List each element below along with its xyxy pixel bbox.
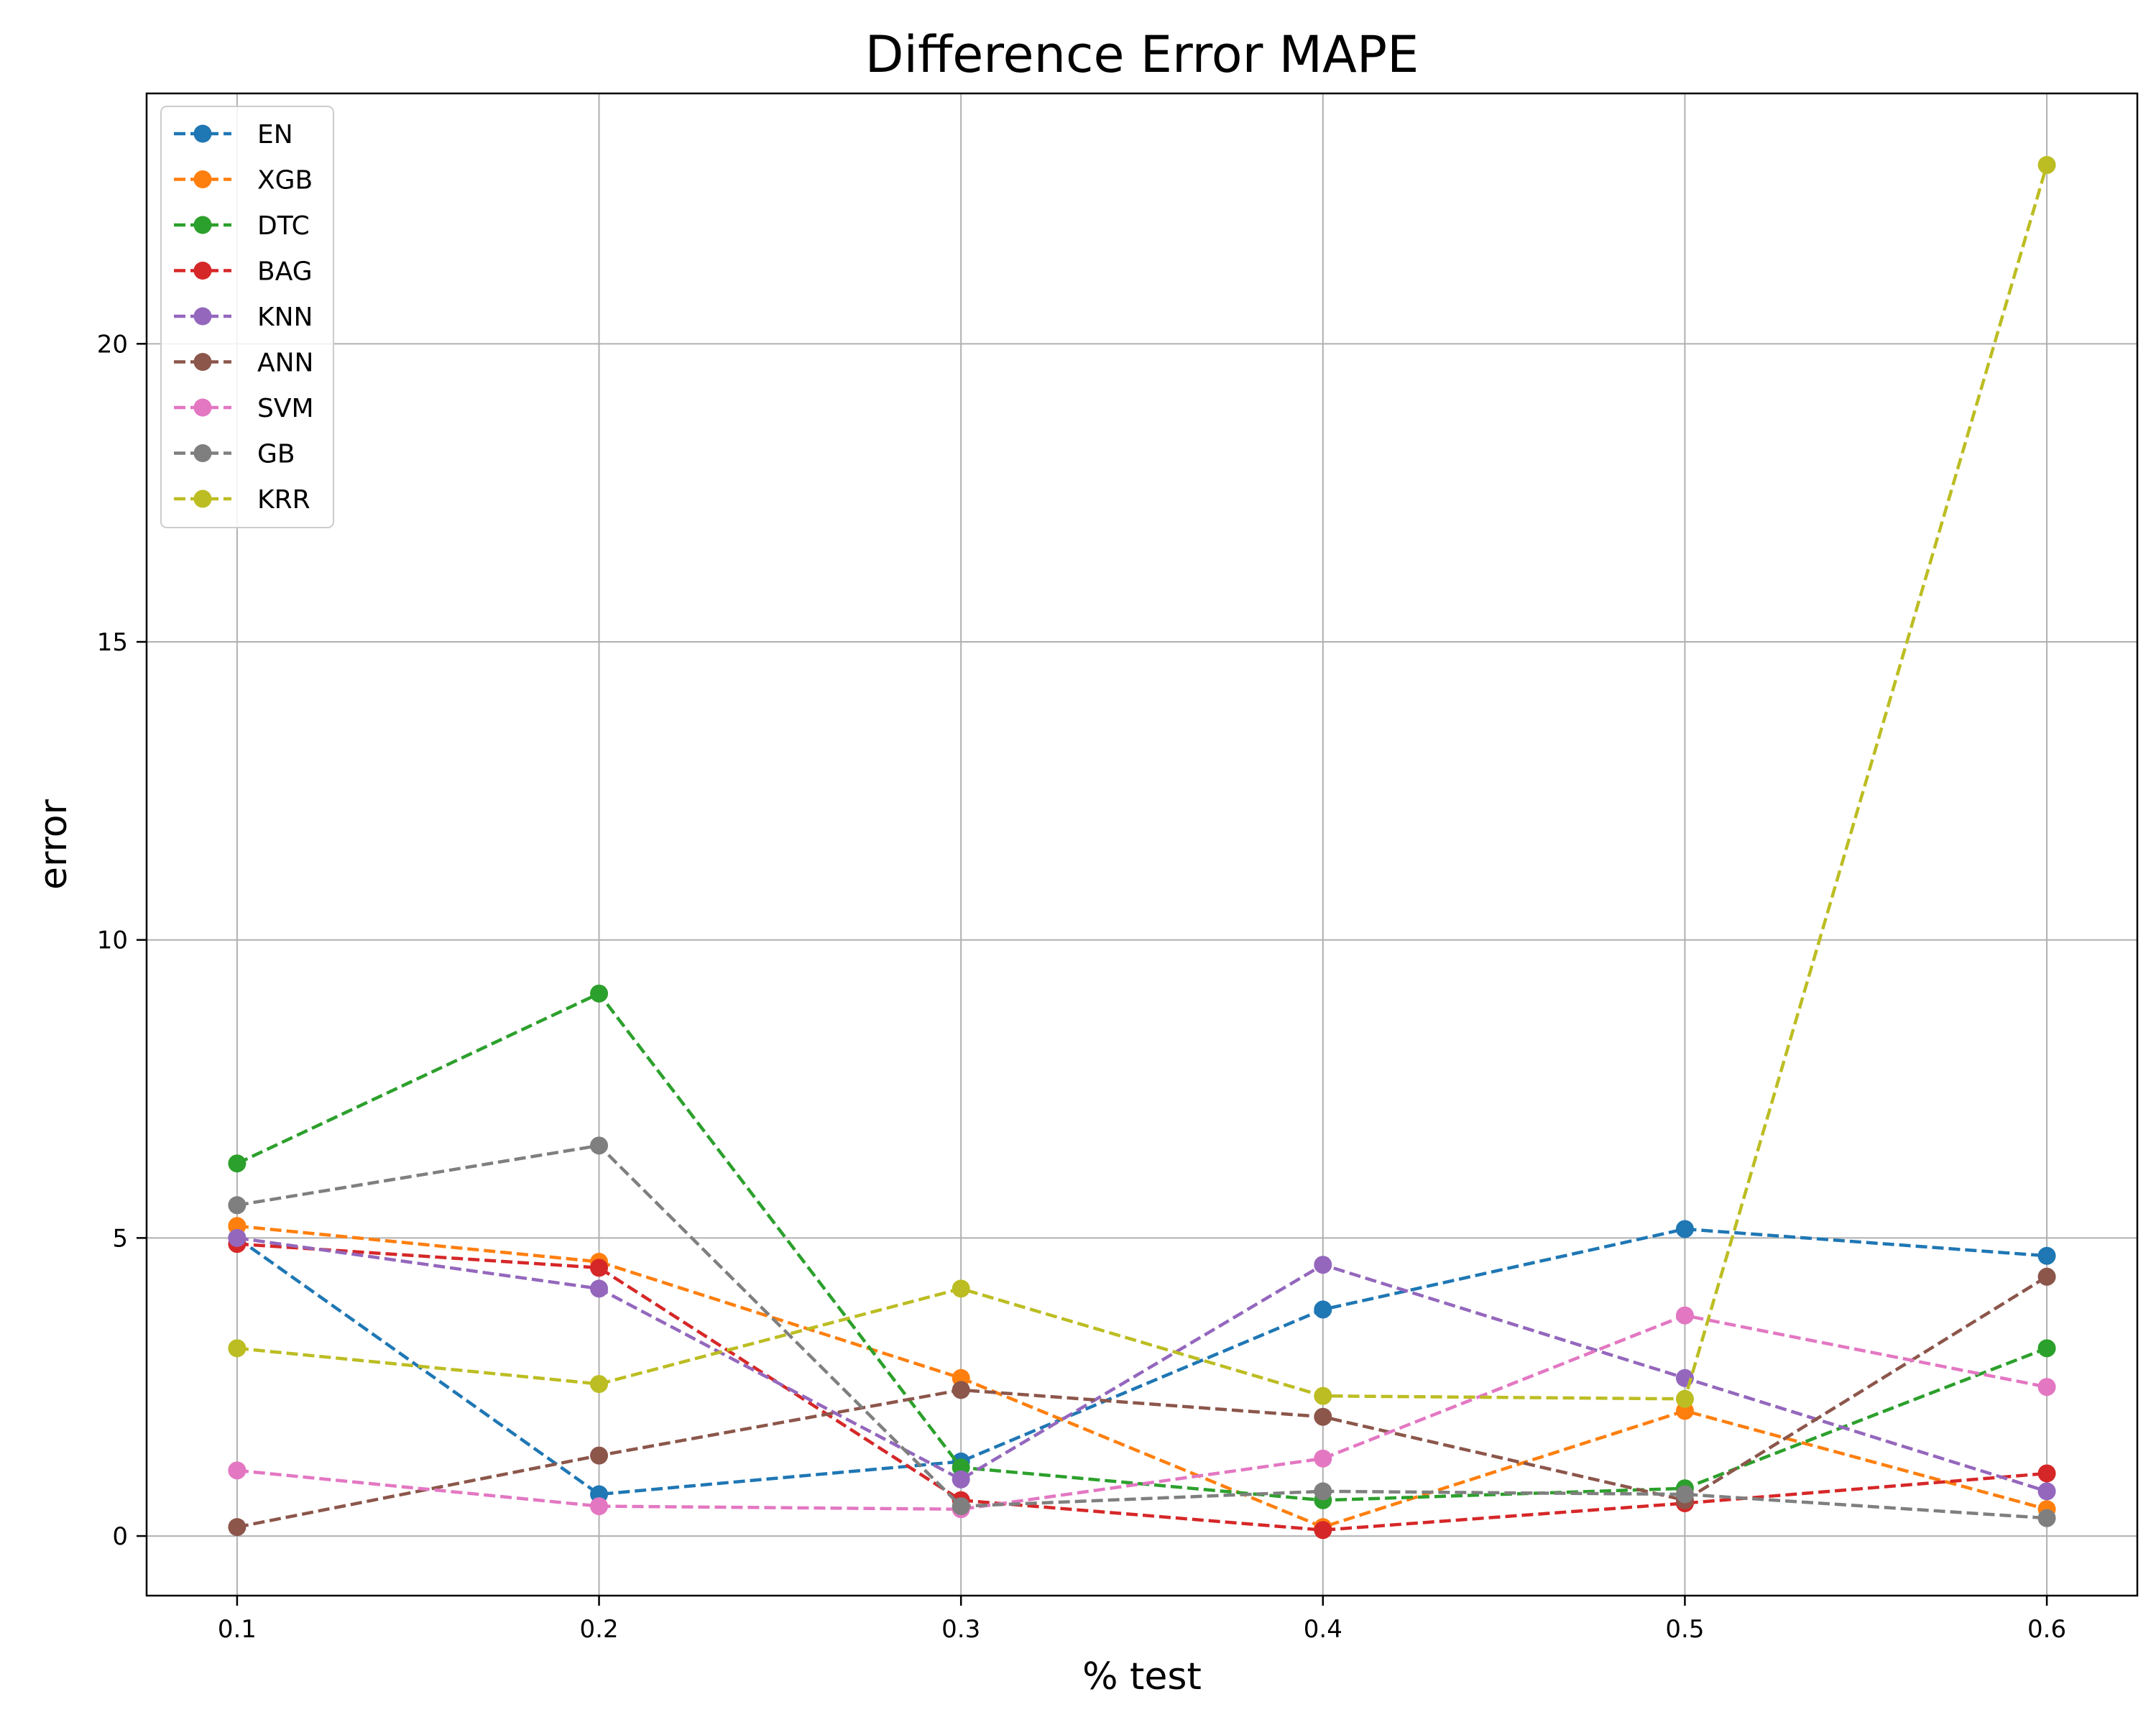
data-point-gb (590, 1136, 609, 1155)
legend-label-dtc: DTC (257, 211, 310, 241)
data-point-ann (590, 1446, 609, 1465)
data-point-krr (1675, 1389, 1694, 1408)
y-tick-label: 20 (97, 330, 128, 359)
series-line-krr (236, 164, 2049, 1401)
data-point-svm (2037, 1378, 2056, 1397)
x-tick-label: 0.3 (941, 1615, 980, 1644)
y-tick-label: 15 (97, 628, 128, 657)
data-point-knn (228, 1228, 247, 1247)
legend-marker-krr (193, 489, 212, 508)
series-group (228, 156, 2056, 1540)
legend-item-svm: SVM (174, 394, 314, 423)
data-point-gb (228, 1196, 247, 1215)
series-gb (228, 1136, 2056, 1527)
series-line-svm (236, 1313, 2047, 1511)
series-knn (228, 1228, 2056, 1501)
legend-item-ann: ANN (174, 349, 314, 378)
series-line-en (236, 1227, 2047, 1496)
x-tick-label: 0.2 (580, 1615, 619, 1644)
legend-item-gb: GB (174, 440, 295, 469)
data-point-bag (1314, 1521, 1332, 1540)
data-point-knn (1314, 1256, 1332, 1274)
data-point-en (1675, 1220, 1694, 1238)
data-point-svm (228, 1461, 247, 1480)
y-axis-title: error (32, 799, 75, 890)
legend-label-ann: ANN (257, 349, 314, 378)
x-axis: 0.1 0.2 0.3 0.4 0.5 0.6 (218, 1596, 2066, 1644)
series-line-dtc (236, 991, 2047, 1502)
y-tick-label: 0 (112, 1522, 128, 1551)
series-line-gb (236, 1144, 2047, 1520)
data-point-gb (2037, 1509, 2056, 1527)
data-point-gb (1675, 1485, 1694, 1504)
legend-marker-bag (193, 262, 212, 280)
legend-label-knn: KNN (257, 303, 313, 332)
data-point-krr (1314, 1386, 1332, 1405)
legend-item-bag: BAG (174, 257, 313, 287)
chart-title: Difference Error MAPE (865, 25, 1419, 84)
data-point-dtc (2037, 1339, 2056, 1358)
legend-label-en: EN (257, 120, 293, 150)
data-point-krr (228, 1339, 247, 1358)
legend-marker-ann (193, 353, 212, 371)
legend-item-krr: KRR (174, 485, 310, 515)
legend-marker-knn (193, 307, 212, 326)
legend-marker-xgb (193, 170, 212, 188)
data-point-krr (590, 1375, 609, 1394)
x-tick-label: 0.1 (218, 1615, 257, 1644)
y-tick-label: 10 (97, 926, 128, 955)
legend-item-dtc: DTC (174, 211, 310, 241)
x-tick-label: 0.6 (2027, 1615, 2066, 1644)
legend-label-bag: BAG (257, 257, 313, 287)
plot-area-frame (145, 92, 2139, 1597)
x-tick-label: 0.4 (1304, 1615, 1342, 1644)
x-tick-label: 0.5 (1665, 1615, 1704, 1644)
series-line-knn (236, 1236, 2047, 1494)
data-point-en (1314, 1300, 1332, 1319)
data-point-knn (590, 1279, 609, 1298)
data-point-ann (228, 1518, 247, 1537)
y-axis: 0 5 10 15 20 (97, 330, 147, 1551)
data-point-knn (952, 1470, 970, 1489)
legend-label-xgb: XGB (257, 166, 313, 196)
legend-label-gb: GB (257, 440, 295, 469)
data-point-bag (2037, 1464, 2056, 1483)
legend-item-en: EN (174, 120, 293, 150)
data-point-dtc (590, 984, 609, 1003)
legend-label-svm: SVM (257, 394, 314, 423)
data-point-svm (590, 1497, 609, 1516)
series-krr (228, 156, 2056, 1408)
data-point-en (2037, 1246, 2056, 1265)
legend-marker-svm (193, 398, 212, 417)
data-point-ann (2037, 1267, 2056, 1286)
legend-item-knn: KNN (174, 303, 313, 332)
data-point-krr (2037, 156, 2056, 175)
data-point-gb (1314, 1482, 1332, 1501)
x-axis-title: % test (1082, 1655, 1202, 1698)
data-point-svm (1314, 1449, 1332, 1468)
data-point-gb (952, 1497, 970, 1516)
series-line-xgb (236, 1224, 2047, 1530)
series-line-ann (236, 1275, 2048, 1529)
legend: EN XGB DTC BAG KNN ANN SVM GB KRR (160, 106, 334, 528)
data-point-ann (952, 1381, 970, 1399)
legend-marker-gb (193, 444, 212, 462)
legend-label-krr: KRR (257, 485, 310, 515)
data-point-dtc (228, 1154, 247, 1173)
data-point-bag (590, 1259, 609, 1277)
data-point-knn (2037, 1482, 2056, 1501)
legend-marker-en (193, 124, 212, 143)
data-point-ann (1314, 1407, 1332, 1426)
grid (147, 93, 2137, 1596)
y-tick-label: 5 (112, 1224, 128, 1253)
legend-box (160, 106, 334, 528)
data-point-svm (1675, 1306, 1694, 1325)
legend-item-xgb: XGB (174, 166, 313, 196)
legend-marker-dtc (193, 216, 212, 234)
data-point-krr (952, 1279, 970, 1298)
